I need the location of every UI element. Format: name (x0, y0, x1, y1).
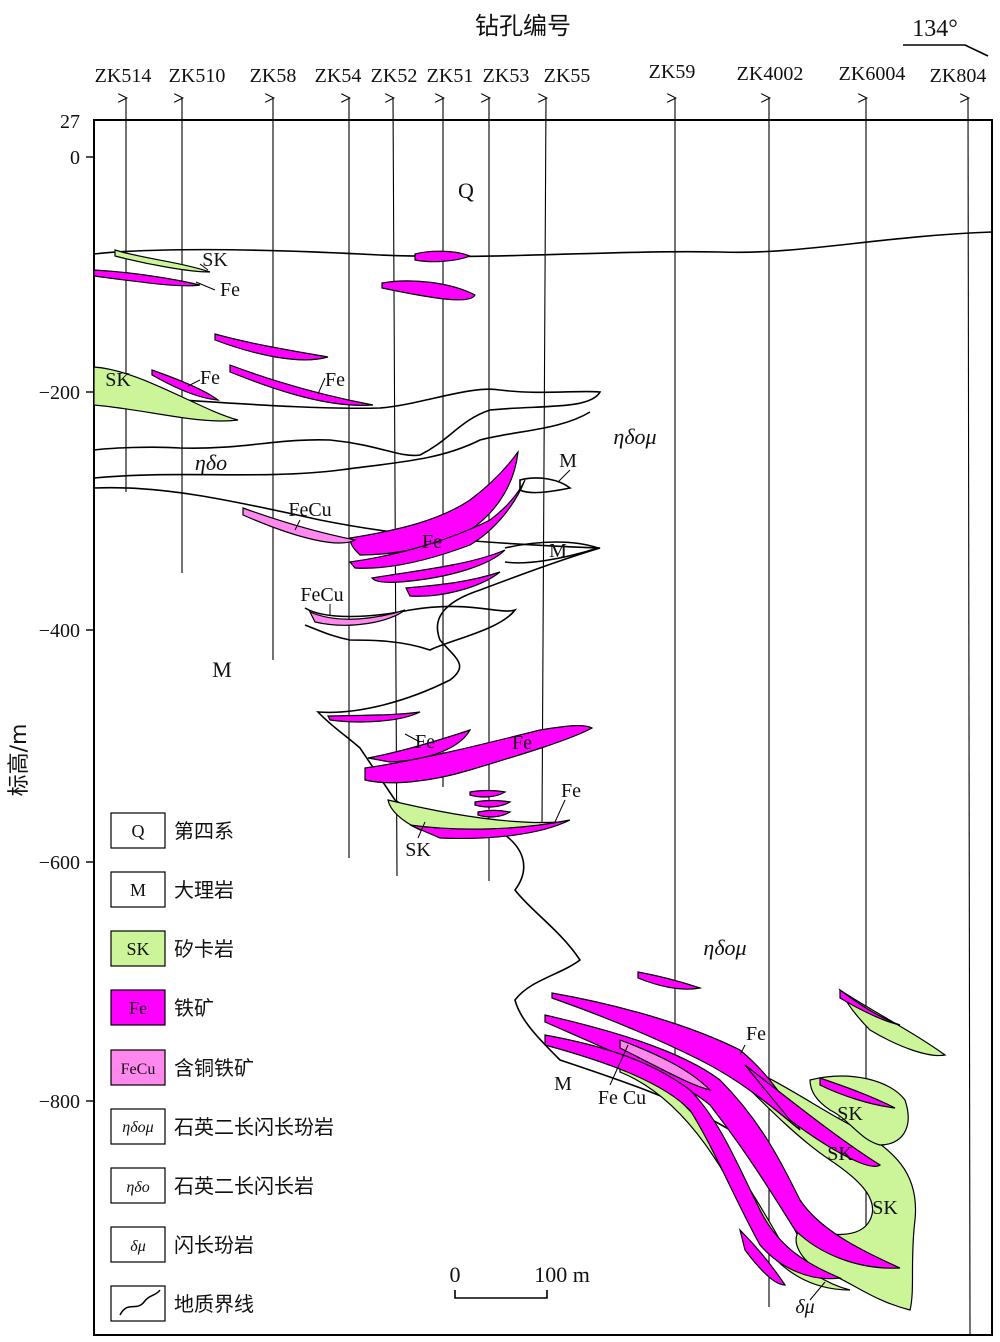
label-Fe: Fe (325, 369, 345, 391)
label-Fe: Fe (200, 367, 220, 389)
label-Fe: Fe (422, 531, 442, 553)
label-dm: δμ (795, 1296, 814, 1318)
tick-label: −600 (39, 852, 80, 874)
legend-swatch (110, 930, 166, 967)
tick-label: −200 (39, 382, 80, 404)
tick-label: −800 (39, 1091, 80, 1113)
label-Fe: Fe (220, 279, 240, 301)
label-FeCu: FeCu (300, 584, 343, 606)
tick-label: −400 (39, 620, 80, 642)
legend-swatch (110, 1108, 166, 1145)
y-axis-ticks (86, 156, 94, 1102)
borehole-label: ZK54 (315, 65, 362, 87)
azimuth-arrow (903, 44, 989, 57)
label-Fe-Cu: Fe Cu (598, 1087, 646, 1109)
legend: Q 第四系 M 大理岩 SK 矽卡岩 Fe 铁矿 FeCu 含铜铁矿 ηδομ … (110, 812, 334, 1322)
legend-code: SK (126, 939, 149, 959)
tick-label: 0 (70, 147, 80, 169)
label-SK: SK (202, 249, 228, 271)
borehole-labels: ZK514 ZK510 ZK58 ZK54 ZK52 ZK51 ZK53 ZK5… (95, 61, 987, 87)
legend-text: 铁矿 (174, 996, 214, 1020)
label-M: M (554, 1073, 572, 1095)
label-SK: SK (827, 1143, 853, 1165)
borehole-label: ZK510 (169, 65, 226, 87)
scale-zero: 0 (450, 1262, 461, 1287)
label-M: M (559, 450, 577, 472)
borehole-label: ZK55 (544, 65, 591, 87)
label-M: M (549, 540, 567, 562)
legend-swatch (110, 1049, 166, 1086)
legend-code: δμ (130, 1238, 145, 1255)
label-FeCu: FeCu (288, 499, 331, 521)
tick-label: 27 (60, 111, 80, 133)
borehole-label: ZK4002 (737, 63, 804, 85)
section-labels: Q SK Fe SK Fe Fe ηδομ ηδο M FeCu Fe M Fe… (105, 178, 898, 1318)
legend-text: 石英二长闪长玢岩 (174, 1115, 334, 1139)
legend-code: M (130, 880, 146, 900)
borehole-label: ZK52 (371, 65, 418, 87)
skarn-bodies (93, 249, 947, 1311)
borehole-label: ZK514 (95, 65, 152, 87)
legend-swatch (110, 989, 166, 1026)
azimuth-label: 134° (912, 16, 958, 42)
leader-lines (187, 263, 826, 1301)
borehole-label: ZK6004 (839, 63, 906, 85)
legend-code: Q (132, 821, 145, 841)
label-SK: SK (837, 1103, 863, 1125)
label-Fe: Fe (561, 780, 581, 802)
geological-boundary-icon (119, 1289, 161, 1316)
legend-text: 矽卡岩 (174, 937, 234, 961)
iron-ore-bodies (93, 250, 901, 1286)
borehole-label: ZK58 (250, 65, 297, 87)
legend-code: ηδομ (122, 1119, 153, 1136)
scale-value: 100 m (534, 1262, 590, 1287)
label-M: M (212, 657, 232, 682)
legend-text: 地质界线 (174, 1292, 254, 1316)
legend-swatch (110, 1285, 166, 1322)
legend-text: 含铜铁矿 (174, 1056, 254, 1080)
section-frame (93, 119, 993, 1336)
y-axis-label: 标高/m (7, 724, 32, 797)
legend-text: 闪长玢岩 (174, 1233, 254, 1257)
borehole-label: ZK53 (483, 65, 530, 87)
legend-swatch (110, 871, 166, 908)
label-Fe: Fe (512, 732, 532, 754)
legend-text: 第四系 (174, 819, 234, 843)
label-Fe: Fe (415, 731, 435, 753)
legend-code: Fe (129, 998, 147, 1018)
label-SK: SK (105, 369, 131, 391)
label-Q: Q (458, 178, 474, 203)
label-ndom: ηδομ (703, 935, 746, 960)
legend-code: ηδο (126, 1179, 149, 1196)
borehole-label: ZK59 (649, 61, 696, 83)
section-title: 钻孔编号 (475, 12, 571, 40)
legend-swatch (110, 1167, 166, 1204)
borehole-label: ZK804 (930, 65, 987, 87)
label-SK: SK (872, 1197, 898, 1219)
legend-code: FeCu (121, 1061, 156, 1078)
legend-text: 石英二长闪长岩 (174, 1174, 314, 1198)
legend-text: 大理岩 (174, 878, 234, 902)
borehole-label: ZK51 (427, 65, 474, 87)
label-ndo: ηδο (195, 450, 227, 475)
label-Fe: Fe (746, 1023, 766, 1045)
scale-bar: 0 100 m (450, 1262, 590, 1299)
legend-swatch (110, 1226, 166, 1263)
label-ndom: ηδομ (613, 424, 656, 449)
legend-swatch (110, 812, 166, 849)
label-SK: SK (405, 839, 431, 861)
fecu-ore-bodies (242, 507, 712, 1092)
